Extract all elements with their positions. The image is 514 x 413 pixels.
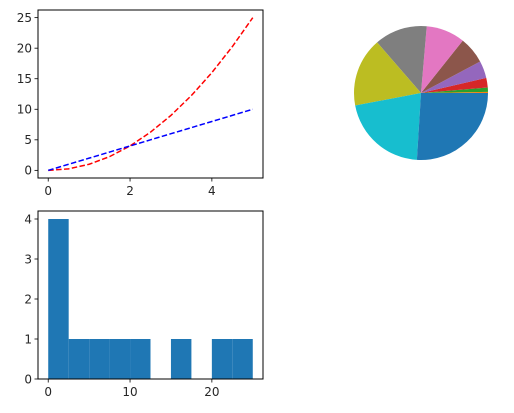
histogram-bar-1	[68, 339, 90, 379]
pie-slice-6	[421, 26, 463, 93]
pie-slice-5	[421, 40, 481, 93]
histogram-bar-3	[109, 339, 131, 379]
x-tick-label: 0	[44, 385, 52, 399]
pie-slice-8	[354, 42, 421, 106]
pie-slice-7	[377, 26, 427, 93]
series-line-1	[48, 108, 253, 172]
y-tick-label: 25	[17, 11, 32, 25]
y-tick-label: 5	[24, 133, 32, 147]
line-chart: 0 2 4 0 5 10 15 20 25	[17, 9, 264, 198]
y-tick-label: 10	[17, 103, 32, 117]
pie-slice-3	[421, 77, 488, 93]
pie-slice-4	[421, 61, 487, 93]
pie-chart	[354, 26, 488, 160]
axes-frame	[37, 210, 264, 380]
x-tick-label: 4	[208, 184, 216, 198]
histogram-chart: 0 10 20 0 1 2 3 4	[24, 210, 264, 399]
histogram-bar-4	[130, 339, 151, 379]
pie-slice-1	[421, 91, 488, 93]
x-tick-label: 20	[204, 385, 219, 399]
pie-slice-10	[416, 93, 488, 160]
y-tick-label: 0	[24, 164, 32, 178]
x-tick-label: 2	[126, 184, 134, 198]
x-tick-label: 10	[122, 385, 137, 399]
pie-slice-9	[355, 93, 421, 160]
y-tick-label: 15	[17, 72, 32, 86]
pie-slice-2	[421, 87, 488, 93]
y-tick-label: 3	[24, 252, 32, 266]
axes-frame	[37, 9, 264, 179]
y-tick-label: 4	[24, 212, 32, 226]
histogram-bar-9	[232, 339, 253, 379]
x-tick-label: 0	[44, 184, 52, 198]
y-tick-label: 20	[17, 41, 32, 55]
y-tick-label: 1	[24, 332, 32, 346]
y-tick-label: 2	[24, 292, 32, 306]
histogram-bar-8	[211, 339, 233, 379]
series-line-0	[48, 17, 254, 172]
histogram-bar-6	[170, 339, 192, 379]
histogram-bar-0	[48, 219, 69, 379]
histogram-bar-2	[89, 339, 110, 379]
y-tick-label: 0	[24, 372, 32, 386]
